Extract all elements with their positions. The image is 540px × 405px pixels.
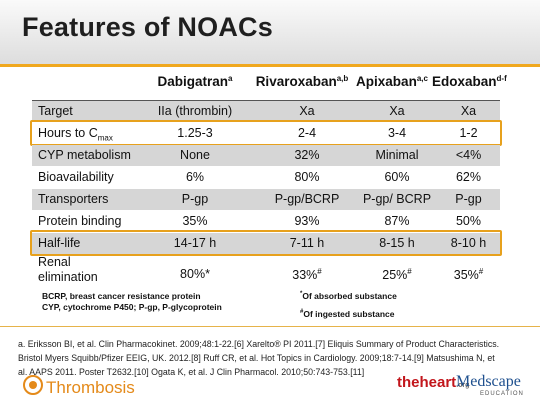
thrombosis-logo-text: Thrombosis: [46, 378, 135, 397]
row-label: Hours to Cmax: [38, 126, 113, 143]
cell: 32%: [294, 148, 320, 162]
header-rule: [32, 100, 500, 101]
cell: 7-11 h: [289, 236, 325, 250]
cell: 3-4: [387, 126, 407, 140]
cell: 80%: [294, 170, 320, 184]
cell: 1.25-3: [177, 126, 213, 140]
cell: P-gp/ BCRP: [362, 192, 432, 206]
cell: 87%: [384, 214, 410, 228]
cell: Xa: [389, 104, 405, 118]
highlight-hours-to-cmax: [30, 120, 502, 146]
header-edoxaban: Edoxaband-f: [432, 74, 507, 89]
medscape-education: EDUCATION: [480, 391, 524, 397]
cell: P-gp: [455, 192, 482, 206]
cell: <4%: [455, 148, 482, 162]
cell: IIa (thrombin): [157, 104, 233, 118]
header-rivaroxaban: Rivaroxabana,b: [255, 74, 349, 89]
row-label: Target: [38, 104, 73, 118]
note-ingested: #Of ingested substance: [300, 308, 395, 319]
title-band: [0, 0, 540, 66]
cell: 35%: [182, 214, 208, 228]
table-row-renal-elimination: Renal elimination 80%* 33%# 25%# 35%#: [32, 253, 500, 289]
table-row-protein-binding: Protein binding 35% 93% 87% 50%: [32, 211, 500, 232]
table-row-bioavailability: Bioavailability 6% 80% 60% 62%: [32, 167, 500, 188]
row-label: Half-life: [38, 236, 81, 250]
cell: 50%: [455, 214, 482, 228]
cell: 25%#: [382, 267, 412, 283]
note-absorbed: *Of absorbed substance: [300, 290, 397, 301]
cell: 80%*: [180, 267, 210, 281]
theheart-logo: theheart.org: [397, 374, 470, 391]
cell: 62%: [455, 170, 482, 184]
thrombosis-logo-icon: [23, 375, 43, 395]
cell: Minimal: [375, 148, 419, 162]
cell: 35%#: [453, 267, 484, 283]
row-label: Renal elimination: [38, 255, 98, 284]
cell: 6%: [185, 170, 205, 184]
slide-title: Features of NOACs: [22, 12, 273, 42]
cell: Xa: [460, 104, 477, 118]
table-row-hours-to-cmax: Hours to Cmax 1.25-3 2-4 3-4 1-2: [32, 123, 500, 144]
highlight-half-life: [30, 230, 502, 256]
row-label: Transporters: [38, 192, 109, 206]
table-row-half-life: Half-life 14-17 h 7-11 h 8-15 h 8-10 h: [32, 233, 500, 254]
row-label: Protein binding: [38, 214, 122, 228]
cell: P-gp/BCRP: [274, 192, 340, 206]
table-row-transporters: Transporters P-gp P-gp/BCRP P-gp/ BCRP P…: [32, 189, 500, 210]
footer-divider: [0, 326, 540, 327]
cell: 33%#: [292, 267, 322, 283]
cell: 60%: [384, 170, 410, 184]
header-dabigatran: Dabigatrana: [157, 74, 233, 89]
reference-line: a. Eriksson BI, et al. Clin Pharmacokine…: [18, 339, 500, 349]
row-label: Bioavailability: [38, 170, 114, 184]
row-label: CYP metabolism: [38, 148, 131, 162]
cell: 14-17 h: [173, 236, 217, 250]
references: a. Eriksson BI, et al. Clin Pharmacokine…: [18, 337, 528, 379]
cell: P-gp: [181, 192, 209, 206]
cell: Xa: [299, 104, 315, 118]
header-apixaban: Apixabana,c: [356, 74, 428, 89]
title-divider: [0, 64, 540, 67]
cell: 8-10 h: [450, 236, 487, 250]
cell: None: [180, 148, 210, 162]
table-row-cyp-metabolism: CYP metabolism None 32% Minimal <4%: [32, 145, 500, 166]
cell: 1-2: [459, 126, 478, 140]
reference-line: al. AAPS 2011. Poster T2632.[10] Ogata K…: [18, 367, 365, 377]
table-row-target: Target IIa (thrombin) Xa Xa Xa: [32, 101, 500, 122]
medscape-logo: Medscape: [456, 373, 521, 390]
reference-line: Bristol Myers Squibb/Pfizer EEIG, UK. 20…: [18, 353, 495, 363]
cell: 2-4: [297, 126, 317, 140]
abbreviations: BCRP, breast cancer resistance protein CY…: [42, 291, 222, 312]
cell: 93%: [294, 214, 320, 228]
cell: 8-15 h: [379, 236, 415, 250]
